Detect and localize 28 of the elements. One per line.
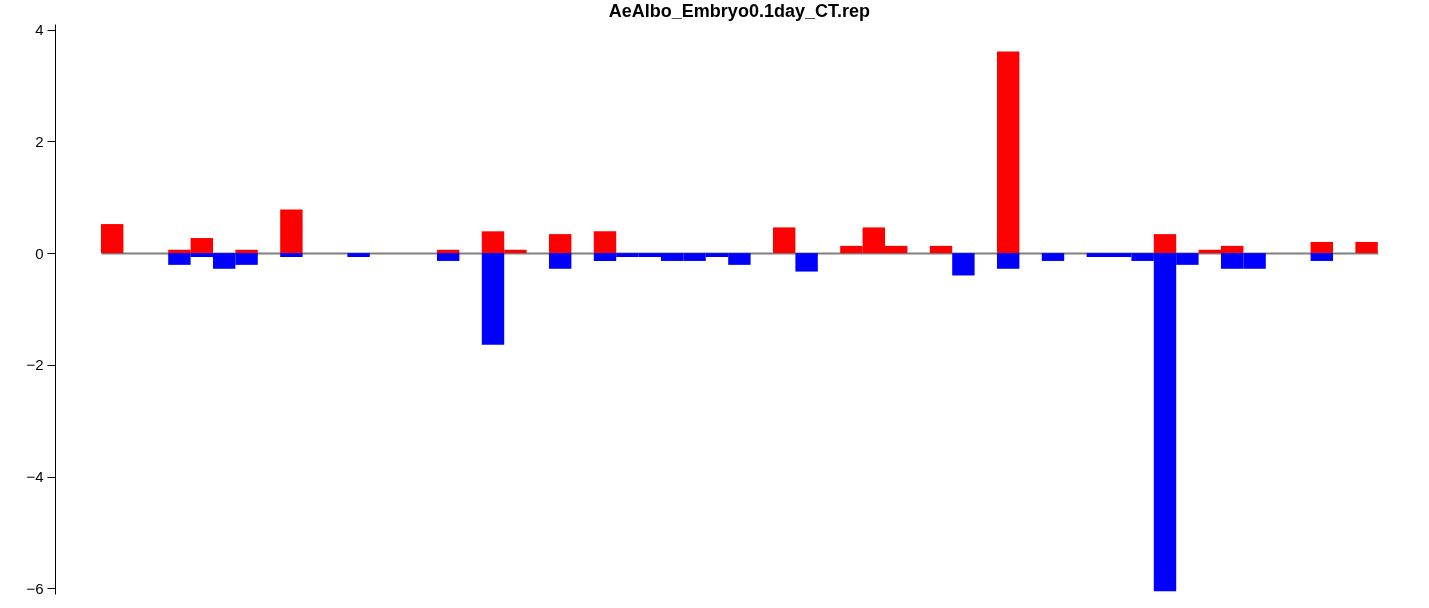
bar — [101, 224, 124, 254]
chart-title: AeAlbo_Embryo0.1day_CT.rep — [608, 0, 870, 21]
y-tick-label: −2 — [26, 356, 44, 374]
bar — [549, 234, 572, 254]
y-tick-label: 2 — [35, 132, 44, 150]
bar — [1153, 234, 1177, 254]
bar — [1041, 253, 1065, 261]
y-tick-label: −6 — [26, 579, 44, 597]
bar — [773, 227, 796, 254]
y-tick-label: −4 — [26, 468, 44, 486]
bar — [952, 253, 975, 276]
bar — [235, 249, 258, 254]
bar — [280, 253, 303, 258]
bar — [593, 231, 617, 254]
y-tick-label: 0 — [35, 244, 44, 262]
bar — [1310, 241, 1333, 254]
bar — [347, 253, 370, 258]
bar — [795, 253, 818, 272]
bar — [997, 253, 1020, 269]
bar — [929, 245, 953, 254]
bar — [481, 253, 505, 345]
bar — [997, 51, 1020, 254]
bar — [1355, 241, 1378, 254]
bar — [1310, 253, 1333, 261]
y-tick-label: 4 — [35, 21, 44, 39]
bar — [437, 253, 460, 261]
bar — [280, 209, 303, 254]
bar — [549, 253, 572, 269]
